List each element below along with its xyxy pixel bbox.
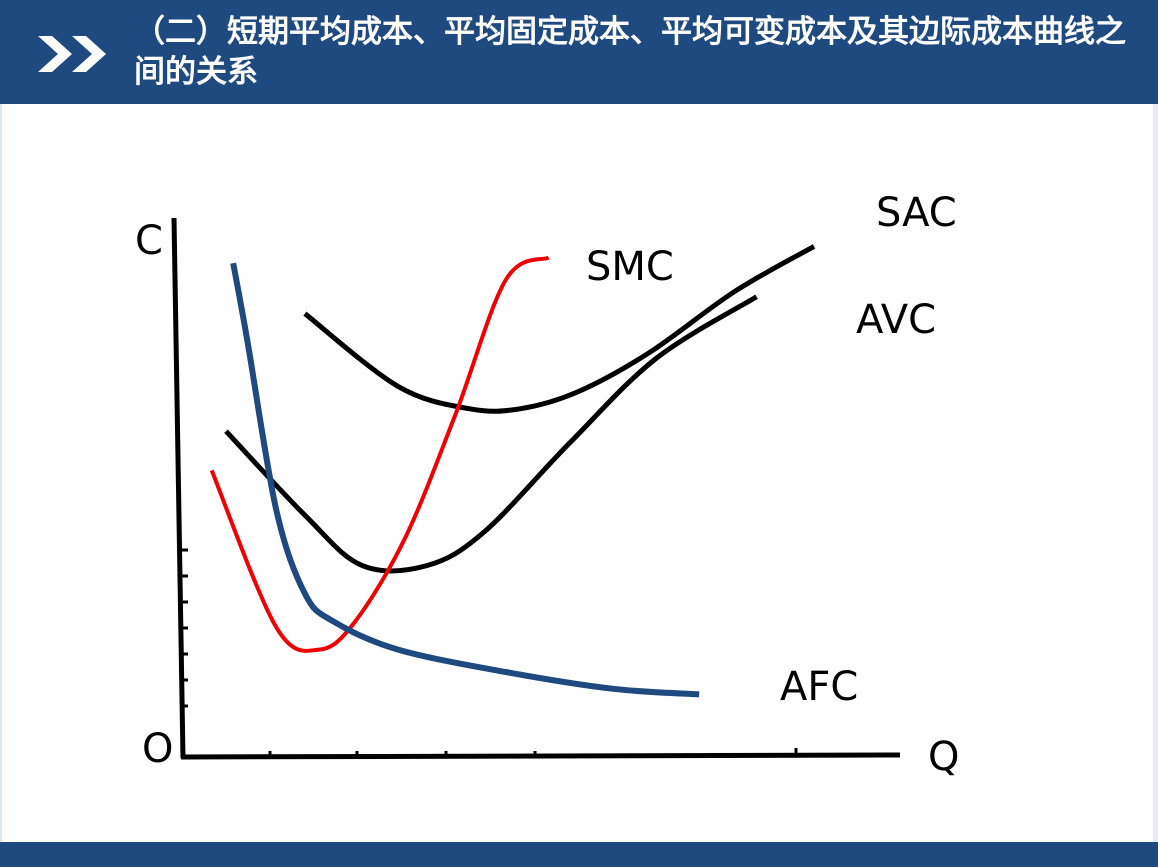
slide-footer (0, 842, 1158, 867)
origin-label: O (142, 726, 173, 772)
slide-left-edge (0, 104, 2, 842)
double-chevron-right-icon (38, 36, 106, 72)
x-axis (180, 752, 901, 760)
chart-axes (171, 217, 901, 760)
y-axis-label: C (135, 218, 163, 264)
cost-curves-chart: C Q O SAC AVC SMC AFC (135, 190, 959, 780)
sac-label: SAC (876, 190, 957, 236)
smc-label: SMC (586, 244, 674, 290)
chart-labels: C Q O SAC AVC SMC AFC (135, 190, 959, 780)
slide-header: （二）短期平均成本、平均固定成本、平均可变成本及其边际成本曲线之间的关系 (0, 0, 1158, 104)
x-axis-ticks (268, 748, 798, 756)
smc-curve (209, 255, 550, 653)
y-axis-ticks (182, 548, 188, 708)
avc-label: AVC (856, 297, 936, 343)
slide-right-edge (1153, 104, 1158, 842)
x-axis-label: Q (928, 734, 959, 780)
afc-curve (230, 262, 700, 698)
avc-curve (224, 294, 758, 574)
curves-layer (209, 244, 816, 698)
y-axis (171, 217, 186, 759)
slide-title: （二）短期平均成本、平均固定成本、平均可变成本及其边际成本曲线之间的关系 (134, 14, 1126, 90)
sac-curve (303, 244, 816, 414)
afc-label: AFC (780, 664, 858, 710)
